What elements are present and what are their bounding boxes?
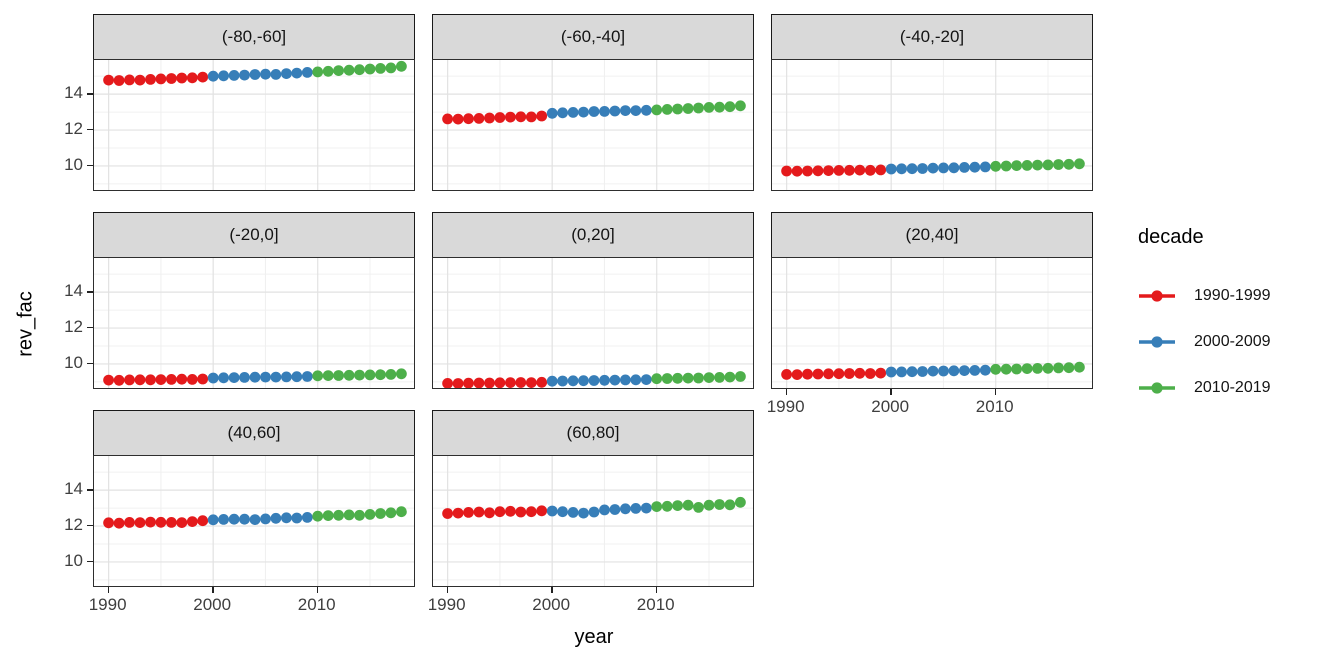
facet-plot-6 [94, 456, 414, 586]
y-tick-label: 12 [64, 515, 83, 535]
x-tick-label: 1990 [427, 595, 466, 614]
facet-panel-5 [771, 257, 1093, 389]
facet-3: (-20,0] [93, 212, 415, 389]
facet-strip-6: (40,60] [93, 410, 415, 456]
facet-panel-4 [432, 257, 754, 389]
facet-plot-4 [433, 258, 753, 388]
x-tick-mark [551, 587, 553, 593]
facet-0: (-80,-60] [93, 14, 415, 191]
y-tick-mark [87, 164, 93, 167]
y-tick-label: 12 [64, 119, 83, 139]
legend-key-icon [1138, 380, 1176, 396]
y-tick-mark [87, 489, 93, 491]
facet-2: (-40,-20] [771, 14, 1093, 191]
y-tick-label: 12 [64, 317, 83, 337]
facet-1: (-60,-40] [432, 14, 754, 191]
y-tick-label: 14 [64, 479, 83, 499]
x-tick-label: 1990 [88, 595, 127, 614]
facet-strip-2: (-40,-20] [771, 14, 1093, 60]
legend-key-icon [1138, 288, 1176, 304]
legend-items: 1990-1999 2000-2009 2010-2019 [1138, 273, 1271, 411]
x-tick-label: 1990 [766, 397, 805, 416]
x-axis-title: year [574, 626, 614, 648]
y-tick-mark [87, 560, 93, 563]
facet-panel-7 [432, 455, 754, 587]
x-tick-label: 2010 [975, 397, 1014, 416]
facet-plot-7 [433, 456, 753, 586]
legend-title: decade [1138, 226, 1204, 248]
facet-plot-1 [433, 60, 753, 190]
facet-plot-0 [94, 60, 414, 190]
x-tick-mark [994, 389, 997, 395]
legend-item-1990-1999: 1990-1999 [1138, 273, 1271, 319]
legend: decade 1990-1999 2000-2009 2010-2019 [1138, 226, 1271, 411]
y-tick-label: 10 [64, 154, 83, 174]
y-tick-mark [87, 362, 93, 365]
y-tick-label: 10 [64, 352, 83, 372]
facet-strip-0: (-80,-60] [93, 14, 415, 60]
y-tick-mark [87, 327, 93, 329]
x-tick-mark [446, 587, 449, 593]
x-tick-mark [655, 587, 658, 593]
facet-plot-5 [772, 258, 1092, 388]
facet-4: (0,20] [432, 212, 754, 389]
facet-strip-1: (-60,-40] [432, 14, 754, 60]
x-tick-label: 2010 [297, 595, 336, 614]
facet-strip-5: (20,40] [771, 212, 1093, 258]
y-axis-title: rev_fac [14, 291, 37, 357]
y-tick-mark [87, 93, 93, 95]
facet-strip-4: (0,20] [432, 212, 754, 258]
facet-6: (40,60] [93, 410, 415, 587]
y-tick-label: 14 [64, 83, 83, 103]
facet-panel-0 [93, 59, 415, 191]
y-tick-label: 14 [64, 281, 83, 301]
x-tick-mark [785, 389, 788, 395]
facet-panel-1 [432, 59, 754, 191]
legend-key-icon [1138, 334, 1176, 350]
legend-item-2000-2009: 2000-2009 [1138, 319, 1271, 365]
y-tick-mark [87, 291, 93, 293]
legend-item-2010-2019: 2010-2019 [1138, 365, 1271, 411]
x-tick-label: 2000 [871, 397, 910, 416]
facet-5: (20,40] [771, 212, 1093, 389]
legend-label: 2010-2019 [1194, 379, 1271, 396]
facet-panel-6 [93, 455, 415, 587]
x-tick-mark [212, 587, 214, 593]
facet-strip-3: (-20,0] [93, 212, 415, 258]
x-tick-mark [316, 587, 319, 593]
x-tick-label: 2000 [532, 595, 571, 614]
facet-plot-3 [94, 258, 414, 388]
facet-strip-7: (60,80] [432, 410, 754, 456]
x-tick-label: 2010 [636, 595, 675, 614]
facet-panel-3 [93, 257, 415, 389]
y-tick-label: 10 [64, 550, 83, 570]
x-tick-mark [890, 389, 892, 395]
y-tick-mark [87, 129, 93, 131]
facet-plot-2 [772, 60, 1092, 190]
facet-7: (60,80] [432, 410, 754, 587]
x-tick-label: 2000 [193, 595, 232, 614]
facet-panel-2 [771, 59, 1093, 191]
y-tick-mark [87, 525, 93, 527]
legend-label: 2000-2009 [1194, 333, 1271, 350]
legend-label: 1990-1999 [1194, 287, 1271, 304]
x-tick-mark [107, 587, 110, 593]
